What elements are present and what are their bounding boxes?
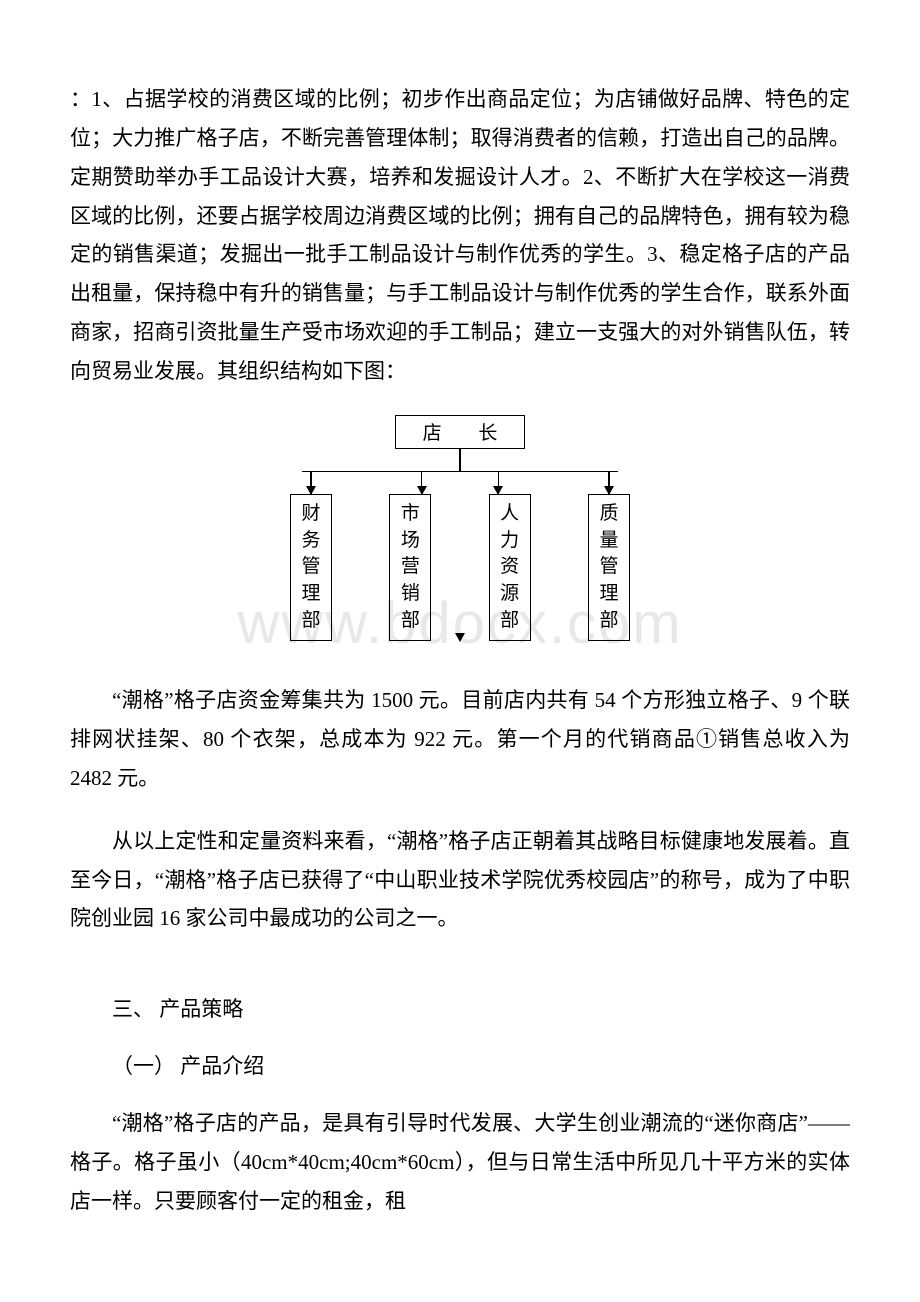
connector-drop (310, 472, 312, 494)
spacer (70, 962, 850, 990)
dept-char: 管 (301, 554, 320, 581)
dept-char: 部 (599, 608, 618, 635)
arrow-icon (417, 486, 427, 495)
dept-box-finance: 财 务 管 理 部 (290, 494, 332, 641)
dept-char: 部 (500, 608, 519, 635)
connector-drop (608, 472, 610, 494)
dept-box-hr: 人 力 资 源 部 (489, 494, 531, 641)
paragraph-3: 从以上定性和定量资料来看，“潮格”格子店正朝着其战略目标健康地发展着。直至今日，… (70, 822, 850, 939)
arrow-icon (493, 486, 503, 495)
connector-drop (498, 472, 500, 494)
dept-char: 人 (500, 501, 519, 528)
connector-vertical (459, 449, 461, 471)
dept-char: 场 (401, 528, 420, 555)
dept-char: 理 (301, 581, 320, 608)
dept-box-marketing: 市 场 营 销 部 (389, 494, 431, 641)
arrow-icon (306, 486, 316, 495)
dept-char: 财 (301, 501, 320, 528)
dept-char: 资 (500, 554, 519, 581)
dept-char: 营 (401, 554, 420, 581)
org-top-box: 店 长 (395, 415, 525, 449)
dept-row: 财 务 管 理 部 市 场 营 销 部 人 力 资 源 部 质 量 管 理 部 (290, 494, 630, 641)
arrow-icon (455, 633, 465, 642)
dept-char: 部 (401, 608, 420, 635)
dept-char: 管 (599, 554, 618, 581)
heading-product-strategy: 三、 产品策略 (70, 990, 850, 1029)
connector-horizontal (302, 471, 618, 473)
dept-char: 理 (599, 581, 618, 608)
dept-char: 务 (301, 528, 320, 555)
dept-char: 销 (401, 581, 420, 608)
heading-product-intro: （一） 产品介绍 (70, 1047, 850, 1086)
dept-char: 源 (500, 581, 519, 608)
dept-char: 市 (401, 501, 420, 528)
paragraph-4: “潮格”格子店的产品，是具有引导时代发展、大学生创业潮流的“迷你商店”——格子。… (70, 1104, 850, 1221)
dept-char: 力 (500, 528, 519, 555)
org-chart: 店 长 财 务 管 理 部 市 场 营 销 部 (290, 415, 630, 641)
dept-box-quality: 质 量 管 理 部 (588, 494, 630, 641)
connector-drop (421, 472, 423, 494)
arrow-icon (604, 486, 614, 495)
paragraph-2: “潮格”格子店资金筹集共为 1500 元。目前店内共有 54 个方形独立格子、9… (70, 681, 850, 798)
connector-row (302, 472, 618, 494)
paragraph-1: ：1、占据学校的消费区域的比例；初步作出商品定位；为店铺做好品牌、特色的定位；大… (70, 80, 850, 391)
dept-char: 质 (599, 501, 618, 528)
dept-char: 量 (599, 528, 618, 555)
dept-char: 部 (301, 608, 320, 635)
